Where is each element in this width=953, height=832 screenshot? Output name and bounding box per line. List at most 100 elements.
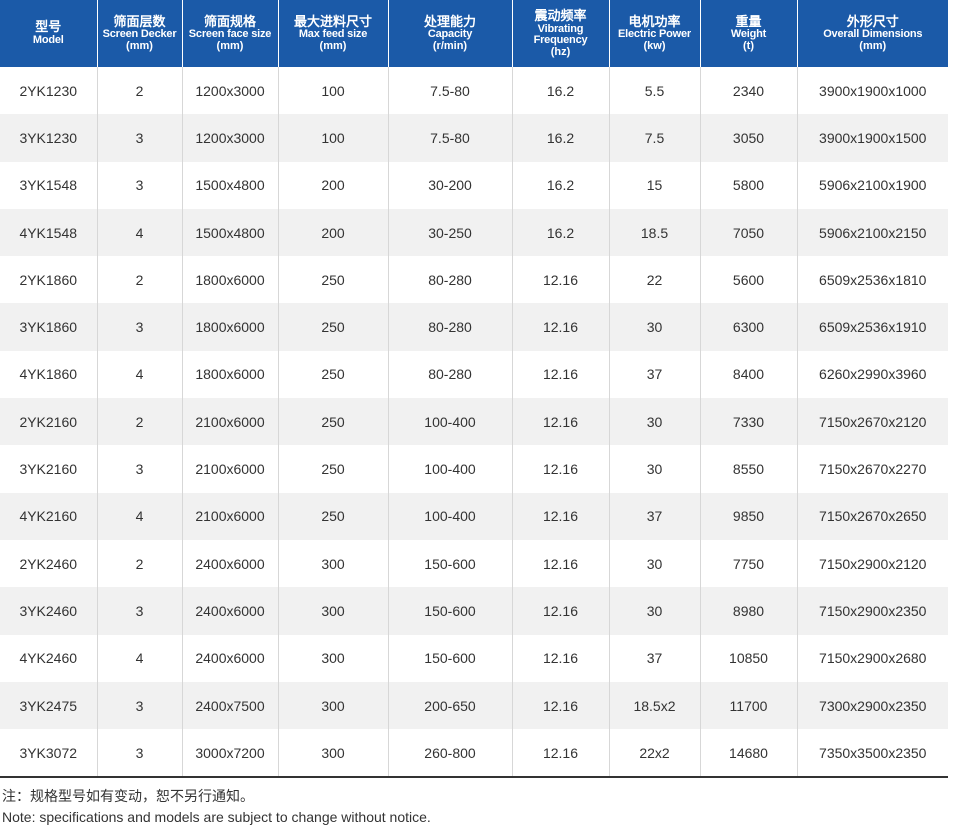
table-cell: 7050	[700, 208, 798, 257]
table-cell: 300	[278, 587, 389, 635]
column-header: 处理能力 Capacity (r/min)	[388, 0, 513, 67]
table-cell: 7150x2900x2680	[797, 634, 948, 682]
table-cell: 3	[97, 445, 183, 493]
table-cell: 18.5x2	[609, 681, 701, 730]
table-row: 2YK1860 2 1800x6000 250 80-280 12.16 22 5600 650…	[0, 256, 948, 304]
table-body: 2YK1230 2 1200x3000 100 7.5-80 16.2 5.5 2340 390…	[0, 67, 948, 779]
table-cell: 8550	[700, 445, 798, 493]
table-cell: 37	[609, 634, 701, 682]
table-cell: 2	[97, 539, 183, 588]
table-cell: 1500x4800	[182, 161, 279, 209]
table-cell: 1800x6000	[182, 256, 279, 304]
table-cell: 150-600	[388, 634, 513, 682]
table-row: 3YK3072 3 3000x7200 300 260-800 12.16 22x2 1468…	[0, 729, 948, 779]
table-cell: 80-280	[388, 303, 513, 351]
column-header-en: Model	[32, 34, 64, 47]
column-header-cn: 重量	[735, 13, 762, 29]
table-cell: 4	[97, 492, 183, 540]
table-cell: 3YK2460	[0, 587, 98, 635]
table-cell: 30-250	[388, 208, 513, 257]
column-header-unit: (hz)	[550, 45, 571, 58]
table-cell: 12.16	[512, 303, 610, 351]
table-row: 3YK1860 3 1800x6000 250 80-280 12.16 30 6300 650…	[0, 303, 948, 351]
table-cell: 10850	[700, 634, 798, 682]
table-cell: 80-280	[388, 350, 513, 399]
table-cell: 260-800	[388, 729, 513, 779]
table-cell: 4	[97, 208, 183, 257]
table-cell: 8400	[700, 350, 798, 399]
table-cell: 12.16	[512, 539, 610, 588]
table-cell: 6509x2536x1810	[797, 256, 948, 304]
table-cell: 30	[609, 303, 701, 351]
table-cell: 7150x2900x2350	[797, 587, 948, 635]
table-cell: 6509x2536x1910	[797, 303, 948, 351]
table-cell: 3YK3072	[0, 729, 98, 779]
column-header-en: Weight	[730, 28, 767, 41]
footnote-en: Note: specifications and models are subj…	[2, 809, 431, 825]
table-cell: 1500x4800	[182, 208, 279, 257]
table-cell: 7.5-80	[388, 114, 513, 162]
table-row: 4YK1548 4 1500x4800 200 30-250 16.2 18.5 7050 59…	[0, 208, 948, 257]
table-cell: 250	[278, 398, 389, 446]
spec-table: 型号 Model 筛面层数 Screen Decker (mm) 筛面规格 Screen f…	[0, 0, 948, 779]
table-cell: 12.16	[512, 681, 610, 730]
spec-table-container: 型号 Model 筛面层数 Screen Decker (mm) 筛面规格 Screen f…	[0, 0, 948, 779]
table-cell: 250	[278, 492, 389, 540]
column-header-unit: (t)	[743, 39, 754, 52]
table-cell: 4	[97, 634, 183, 682]
table-cell: 3	[97, 161, 183, 209]
table-cell: 7150x2900x2120	[797, 539, 948, 588]
table-cell: 100-400	[388, 445, 513, 493]
table-cell: 1800x6000	[182, 303, 279, 351]
table-row: 3YK1230 3 1200x3000 100 7.5-80 16.2 7.5 3050 390…	[0, 114, 948, 162]
table-cell: 3YK1860	[0, 303, 98, 351]
table-cell: 12.16	[512, 634, 610, 682]
footnote: 注：规格型号如有变动，恕不另行通知。 Note: specifications …	[2, 786, 431, 828]
table-cell: 5906x2100x1900	[797, 161, 948, 209]
column-header-cn: 最大进料尺寸	[293, 13, 372, 29]
table-cell: 2100x6000	[182, 445, 279, 493]
table-cell: 250	[278, 350, 389, 399]
table-cell: 12.16	[512, 492, 610, 540]
column-header: 筛面层数 Screen Decker (mm)	[97, 0, 183, 67]
table-cell: 6260x2990x3960	[797, 350, 948, 399]
column-header-unit: (mm)	[859, 39, 887, 52]
table-cell: 4YK2160	[0, 492, 98, 540]
table-cell: 22	[609, 256, 701, 304]
table-cell: 7350x3500x2350	[797, 729, 948, 779]
table-cell: 2YK2160	[0, 398, 98, 446]
table-cell: 11700	[700, 681, 798, 730]
table-row: 3YK1548 3 1500x4800 200 30-200 16.2 15 5800 5906…	[0, 161, 948, 209]
table-cell: 18.5	[609, 208, 701, 257]
table-cell: 2340	[700, 67, 798, 115]
table-cell: 2YK1860	[0, 256, 98, 304]
table-cell: 22x2	[609, 729, 701, 779]
table-cell: 200	[278, 208, 389, 257]
table-cell: 100-400	[388, 398, 513, 446]
table-cell: 100	[278, 114, 389, 162]
table-cell: 30	[609, 445, 701, 493]
table-cell: 3	[97, 681, 183, 730]
table-cell: 300	[278, 634, 389, 682]
table-cell: 16.2	[512, 208, 610, 257]
table-cell: 3YK1548	[0, 161, 98, 209]
table-cell: 2400x6000	[182, 539, 279, 588]
table-cell: 30	[609, 539, 701, 588]
footnote-cn: 注：规格型号如有变动，恕不另行通知。	[2, 788, 254, 804]
column-header-unit: (mm)	[216, 39, 244, 52]
table-cell: 12.16	[512, 729, 610, 779]
column-header-en: Capacity	[427, 28, 473, 41]
table-cell: 150-600	[388, 587, 513, 635]
table-row: 2YK2460 2 2400x6000 300 150-600 12.16 30 7750 71…	[0, 539, 948, 588]
column-header-cn: 筛面层数	[113, 13, 166, 29]
table-cell: 7330	[700, 398, 798, 446]
column-header-en: Vibrating Frequency	[533, 22, 588, 47]
table-cell: 12.16	[512, 398, 610, 446]
column-header-en: Max feed size	[298, 28, 368, 41]
table-cell: 300	[278, 539, 389, 588]
table-row: 3YK2160 3 2100x6000 250 100-400 12.16 30 8550 71…	[0, 445, 948, 493]
table-cell: 3	[97, 303, 183, 351]
column-header-cn: 处理能力	[423, 13, 476, 29]
table-cell: 16.2	[512, 161, 610, 209]
table-cell: 200-650	[388, 681, 513, 730]
